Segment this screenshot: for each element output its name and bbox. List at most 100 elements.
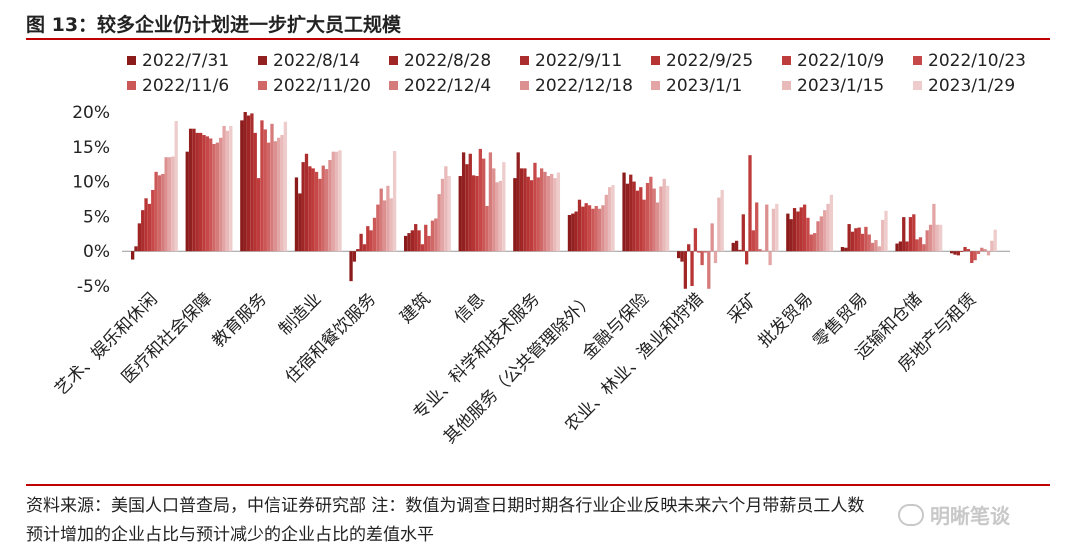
bar bbox=[318, 178, 322, 252]
bar bbox=[331, 151, 335, 252]
bar bbox=[642, 199, 646, 252]
bar bbox=[710, 223, 714, 252]
bar bbox=[225, 130, 230, 252]
bar bbox=[734, 240, 739, 252]
bar bbox=[639, 187, 643, 252]
bar bbox=[137, 223, 141, 252]
bar bbox=[632, 181, 636, 252]
bar bbox=[386, 185, 390, 252]
bar bbox=[786, 213, 790, 252]
bar bbox=[349, 251, 353, 282]
bar bbox=[697, 251, 701, 253]
x-tick-label: 信息 bbox=[451, 289, 489, 327]
bar bbox=[567, 215, 572, 252]
bar bbox=[536, 177, 540, 252]
bar bbox=[700, 251, 704, 266]
bar bbox=[308, 166, 312, 252]
legend-label: 2022/12/4 bbox=[404, 76, 491, 96]
bar bbox=[649, 176, 653, 252]
bar bbox=[912, 214, 916, 252]
bar bbox=[877, 246, 881, 252]
bar bbox=[645, 182, 650, 252]
bar bbox=[485, 205, 489, 252]
bar bbox=[806, 217, 810, 252]
x-tick-label: 建筑 bbox=[396, 289, 434, 327]
bar bbox=[188, 128, 193, 252]
bar bbox=[202, 134, 206, 252]
bar bbox=[550, 173, 554, 252]
bar bbox=[867, 234, 871, 252]
bar bbox=[410, 230, 414, 252]
bar bbox=[796, 211, 800, 252]
bar bbox=[389, 198, 393, 252]
bar bbox=[540, 168, 544, 252]
bar bbox=[950, 251, 954, 254]
bar bbox=[372, 217, 377, 252]
bar bbox=[881, 219, 885, 252]
bar bbox=[813, 233, 817, 252]
bar bbox=[185, 151, 189, 252]
bar bbox=[475, 176, 479, 252]
bar bbox=[601, 205, 605, 252]
bar bbox=[659, 186, 663, 252]
bar bbox=[775, 203, 779, 252]
bar bbox=[192, 128, 196, 252]
bar bbox=[131, 251, 135, 260]
bar bbox=[246, 115, 251, 252]
legend-label: 2023/1/15 bbox=[797, 76, 884, 96]
bar bbox=[840, 247, 845, 252]
bar bbox=[829, 194, 834, 252]
bar bbox=[195, 132, 199, 252]
bar bbox=[703, 251, 708, 253]
bar bbox=[301, 162, 305, 252]
legend-swatch bbox=[389, 56, 398, 65]
bar bbox=[335, 151, 339, 252]
bar bbox=[523, 168, 527, 252]
bar bbox=[468, 153, 472, 252]
bar bbox=[693, 228, 698, 252]
bar bbox=[584, 203, 588, 252]
bar bbox=[212, 144, 216, 252]
bar bbox=[731, 242, 735, 252]
bar bbox=[157, 175, 162, 252]
bar bbox=[655, 202, 660, 252]
bar bbox=[199, 132, 203, 252]
legend-label: 2022/7/31 bbox=[142, 51, 229, 71]
bar bbox=[205, 136, 209, 252]
bar bbox=[359, 233, 363, 252]
bar bbox=[495, 182, 499, 252]
bar bbox=[362, 244, 367, 252]
bar bbox=[925, 230, 929, 252]
bar bbox=[799, 207, 803, 252]
bar bbox=[392, 150, 397, 252]
bar bbox=[591, 208, 595, 252]
bar bbox=[864, 226, 868, 252]
bar bbox=[280, 134, 284, 252]
figure-title: 图 13：较多企业仍计划进一步扩大员工规模 bbox=[26, 14, 402, 36]
watermark-text: 明晰笔谈 bbox=[930, 504, 1010, 528]
bar bbox=[953, 251, 957, 255]
legend-swatch bbox=[258, 56, 267, 65]
legend-swatch bbox=[913, 56, 922, 65]
bar bbox=[478, 148, 482, 252]
bar bbox=[253, 132, 257, 252]
legend-swatch bbox=[520, 56, 529, 65]
bar bbox=[229, 125, 233, 252]
bar bbox=[444, 166, 448, 252]
bar bbox=[267, 142, 271, 252]
bar bbox=[277, 137, 281, 252]
legend-label: 2022/10/9 bbox=[797, 51, 884, 71]
bar bbox=[928, 224, 933, 252]
bar bbox=[164, 157, 168, 252]
footer-divider bbox=[26, 484, 1050, 486]
y-tick-label: 15% bbox=[72, 138, 110, 158]
bar bbox=[611, 185, 615, 252]
bar bbox=[404, 235, 408, 252]
x-tick-label: 采矿 bbox=[724, 289, 762, 327]
bar bbox=[243, 112, 247, 252]
legend-label: 2023/1/29 bbox=[928, 76, 1015, 96]
bar bbox=[680, 251, 684, 262]
y-tick-label: -5% bbox=[77, 277, 110, 297]
bar bbox=[976, 251, 981, 254]
bar bbox=[488, 152, 493, 252]
